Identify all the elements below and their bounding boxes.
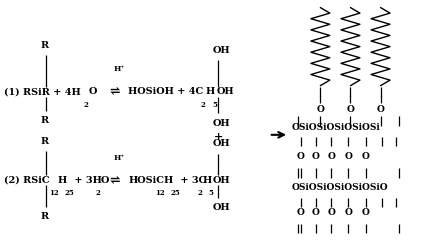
Text: 2: 2: [95, 189, 100, 197]
Text: 2: 2: [197, 189, 202, 197]
Text: ⇌: ⇌: [110, 174, 120, 187]
Text: 12: 12: [49, 189, 59, 197]
Text: OH: OH: [213, 119, 230, 128]
Text: 25: 25: [170, 189, 180, 197]
Text: OSiOSiOSiOSiOSi: OSiOSiOSiOSiOSi: [292, 123, 380, 132]
Text: H: H: [164, 176, 173, 185]
Text: O: O: [297, 208, 305, 217]
Text: R: R: [41, 137, 49, 146]
Text: R: R: [41, 41, 49, 50]
Text: OSiOSiOSiOSiOSiO: OSiOSiOSiOSiOSiO: [292, 183, 388, 192]
Text: OH: OH: [213, 139, 230, 148]
Text: O: O: [312, 208, 320, 217]
Text: O: O: [297, 152, 305, 161]
Text: + 3C: + 3C: [177, 176, 206, 185]
Text: R: R: [41, 212, 49, 221]
Text: O: O: [344, 152, 352, 161]
Text: H: H: [206, 87, 215, 97]
Text: O: O: [362, 208, 369, 217]
Text: ⇌: ⇌: [110, 85, 120, 99]
Text: OH: OH: [213, 176, 230, 185]
Text: H: H: [202, 176, 212, 185]
Text: 5: 5: [212, 101, 217, 109]
Text: OH: OH: [213, 46, 230, 55]
Text: O: O: [377, 105, 384, 114]
Text: O: O: [344, 208, 352, 217]
Text: O: O: [362, 152, 369, 161]
Text: 2: 2: [200, 101, 205, 109]
Text: (1) RSiR + 4H: (1) RSiR + 4H: [4, 87, 81, 97]
Text: H⁺: H⁺: [114, 65, 125, 73]
Text: (2) RSiC: (2) RSiC: [4, 176, 50, 185]
Text: H⁺: H⁺: [114, 153, 125, 162]
Text: 12: 12: [155, 189, 165, 197]
Text: HOSiOH + 4C: HOSiOH + 4C: [128, 87, 203, 97]
Text: OH: OH: [213, 203, 230, 212]
Text: H: H: [58, 176, 67, 185]
Text: 2: 2: [83, 101, 88, 109]
Text: O: O: [316, 105, 324, 114]
Text: O: O: [100, 176, 108, 185]
Text: +: +: [214, 131, 223, 142]
Text: O: O: [89, 87, 97, 97]
Text: O: O: [327, 208, 335, 217]
Text: + 3H: + 3H: [71, 176, 102, 185]
Text: 5: 5: [209, 189, 213, 197]
Text: 25: 25: [64, 189, 74, 197]
Text: HOSiC: HOSiC: [128, 176, 164, 185]
Text: O: O: [312, 152, 320, 161]
Text: O: O: [347, 105, 354, 114]
Text: OH: OH: [217, 87, 234, 97]
Text: R: R: [41, 116, 49, 125]
Text: O: O: [327, 152, 335, 161]
